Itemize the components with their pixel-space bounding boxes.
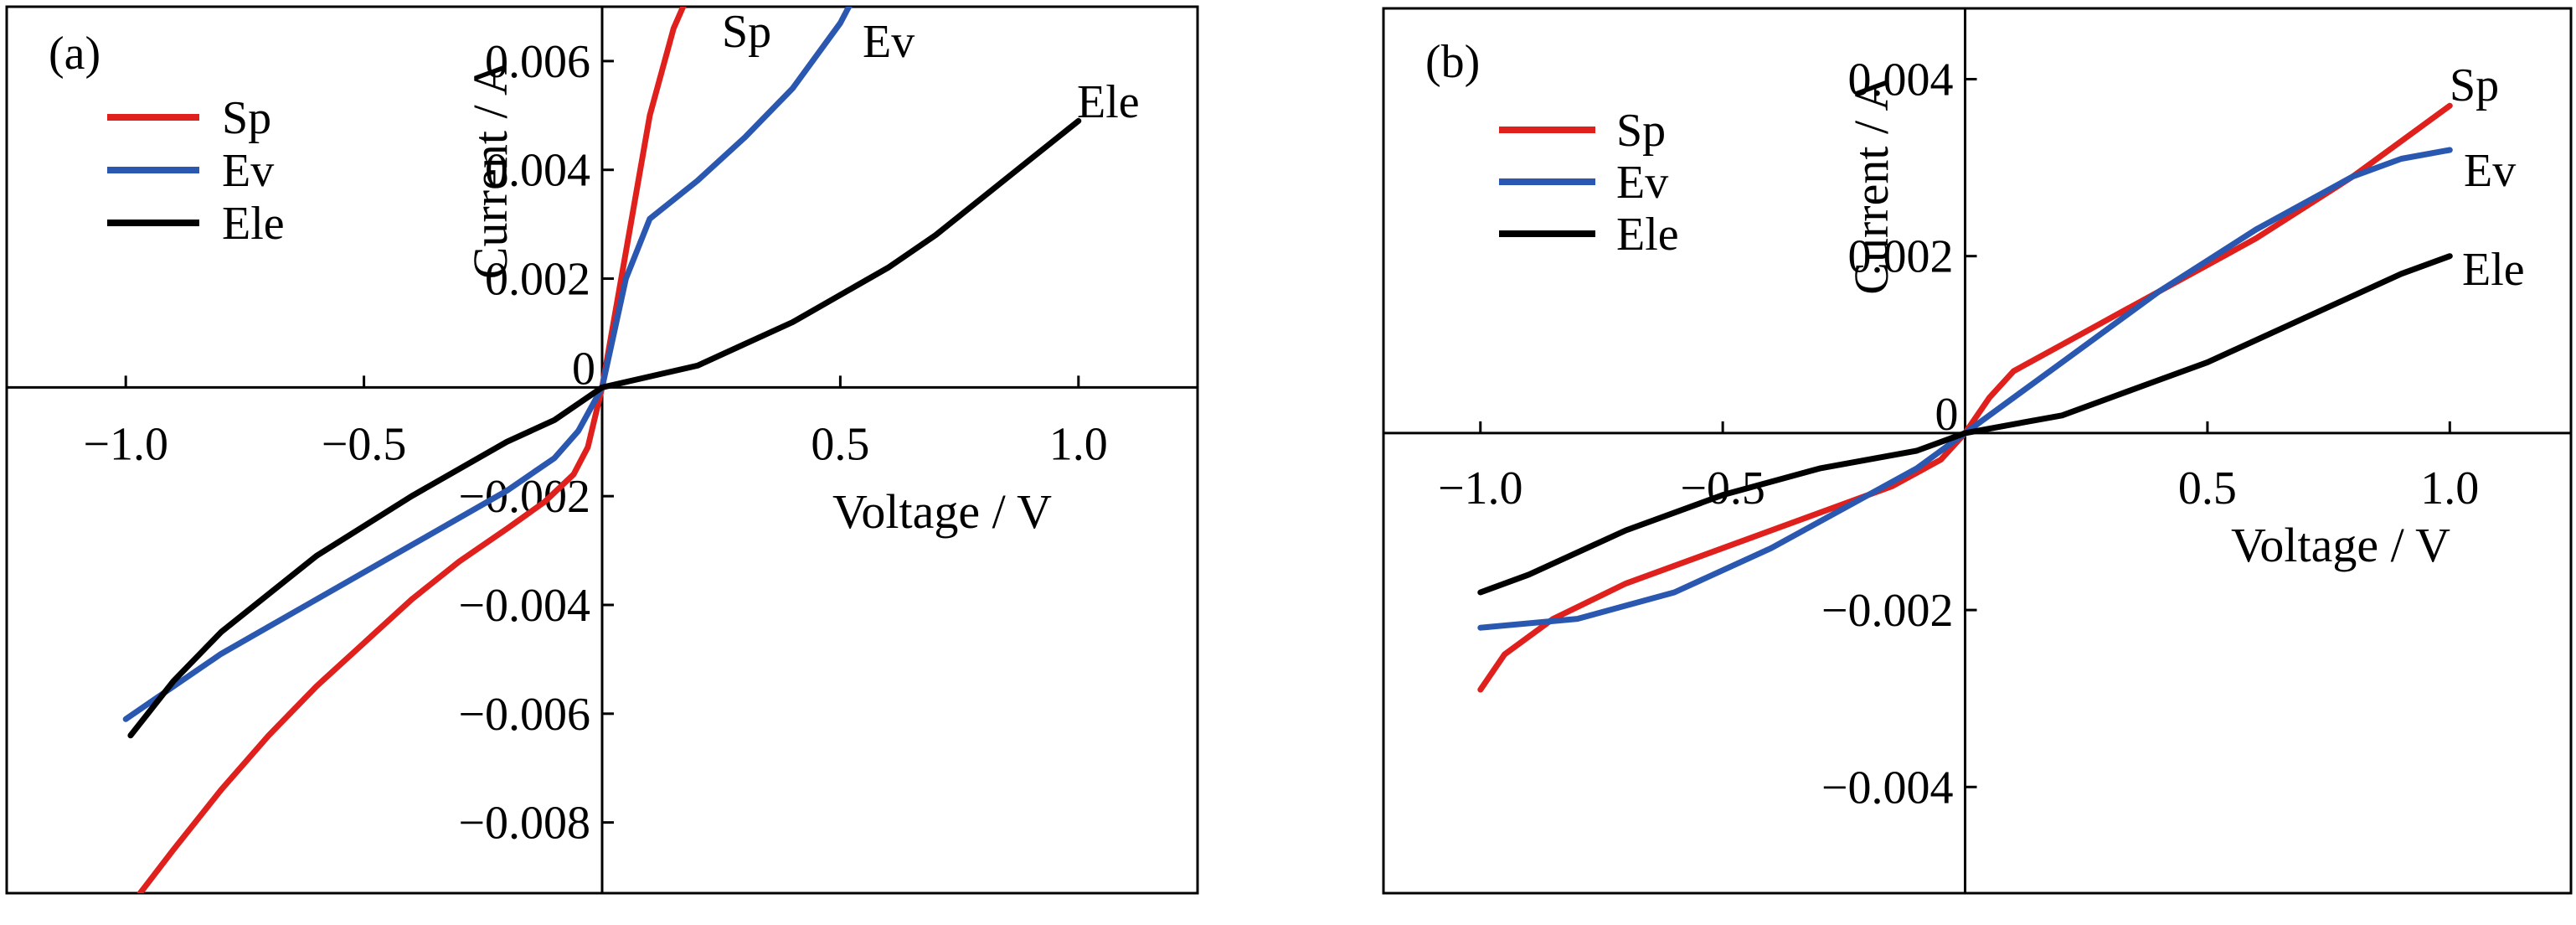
- plot-frame: [1382, 7, 2573, 895]
- curve-label-ev: Ev: [863, 16, 914, 68]
- y-tick-label: 0: [1935, 389, 1959, 441]
- x-tick-label: 0.5: [811, 418, 869, 470]
- panel-label: (a): [49, 28, 100, 80]
- y-tick-label: −0.008: [458, 798, 590, 850]
- x-axis-title: Voltage / V: [832, 484, 1052, 539]
- y-tick-label: −0.006: [458, 689, 590, 741]
- legend-label-sp: Sp: [1616, 105, 1666, 157]
- y-tick-label: 0: [572, 343, 595, 395]
- y-tick-label: 0.004: [485, 145, 590, 197]
- y-axis-title: Current / A: [463, 60, 518, 279]
- curve-label-sp: Sp: [2450, 59, 2499, 111]
- series-line-sp: [137, 7, 687, 893]
- y-tick-label: 0.002: [485, 254, 590, 306]
- legend-label-sp: Sp: [222, 92, 271, 144]
- curve-label-ele: Ele: [2462, 244, 2525, 296]
- legend-label-ele: Ele: [222, 198, 285, 250]
- legend-label-ele: Ele: [1616, 209, 1679, 261]
- curve-label-sp: Sp: [722, 6, 771, 58]
- y-tick-label: −0.002: [1821, 585, 1954, 637]
- y-axis-title: Current / A: [1844, 76, 1899, 295]
- legend-label-ev: Ev: [1616, 157, 1668, 209]
- x-tick-label: −1.0: [1438, 462, 1523, 514]
- series-line-ele: [127, 117, 1082, 739]
- chart-panel: −1.0 −0.5 0.5 1.00.0060.0040.0020−0.002−0.0…: [5, 5, 1199, 895]
- x-axis-title: Voltage / V: [2231, 518, 2450, 572]
- panel-label: (b): [1425, 36, 1480, 88]
- curve-label-ele: Ele: [1077, 76, 1140, 128]
- curve-label-ev: Ev: [2464, 145, 2516, 197]
- x-tick-label: 1.0: [1049, 418, 1108, 470]
- x-tick-label: −1.0: [83, 418, 168, 470]
- y-tick-label: 0.002: [1848, 231, 1954, 283]
- y-tick-label: −0.004: [458, 580, 590, 632]
- x-tick-label: −0.5: [322, 418, 407, 470]
- legend-label-ev: Ev: [222, 145, 274, 197]
- y-tick-label: 0.004: [1848, 54, 1954, 106]
- y-tick-label: −0.004: [1821, 762, 1954, 814]
- x-tick-label: 0.5: [2178, 462, 2237, 514]
- chart-panel: −1.0 −0.5 0.5 1.00.0040.0020−0.002−0.004Vol…: [1382, 7, 2573, 895]
- y-tick-label: 0.006: [485, 36, 590, 88]
- series-line-ele: [1477, 253, 2453, 596]
- series-line-ev: [122, 7, 853, 722]
- x-tick-label: 1.0: [2420, 462, 2479, 514]
